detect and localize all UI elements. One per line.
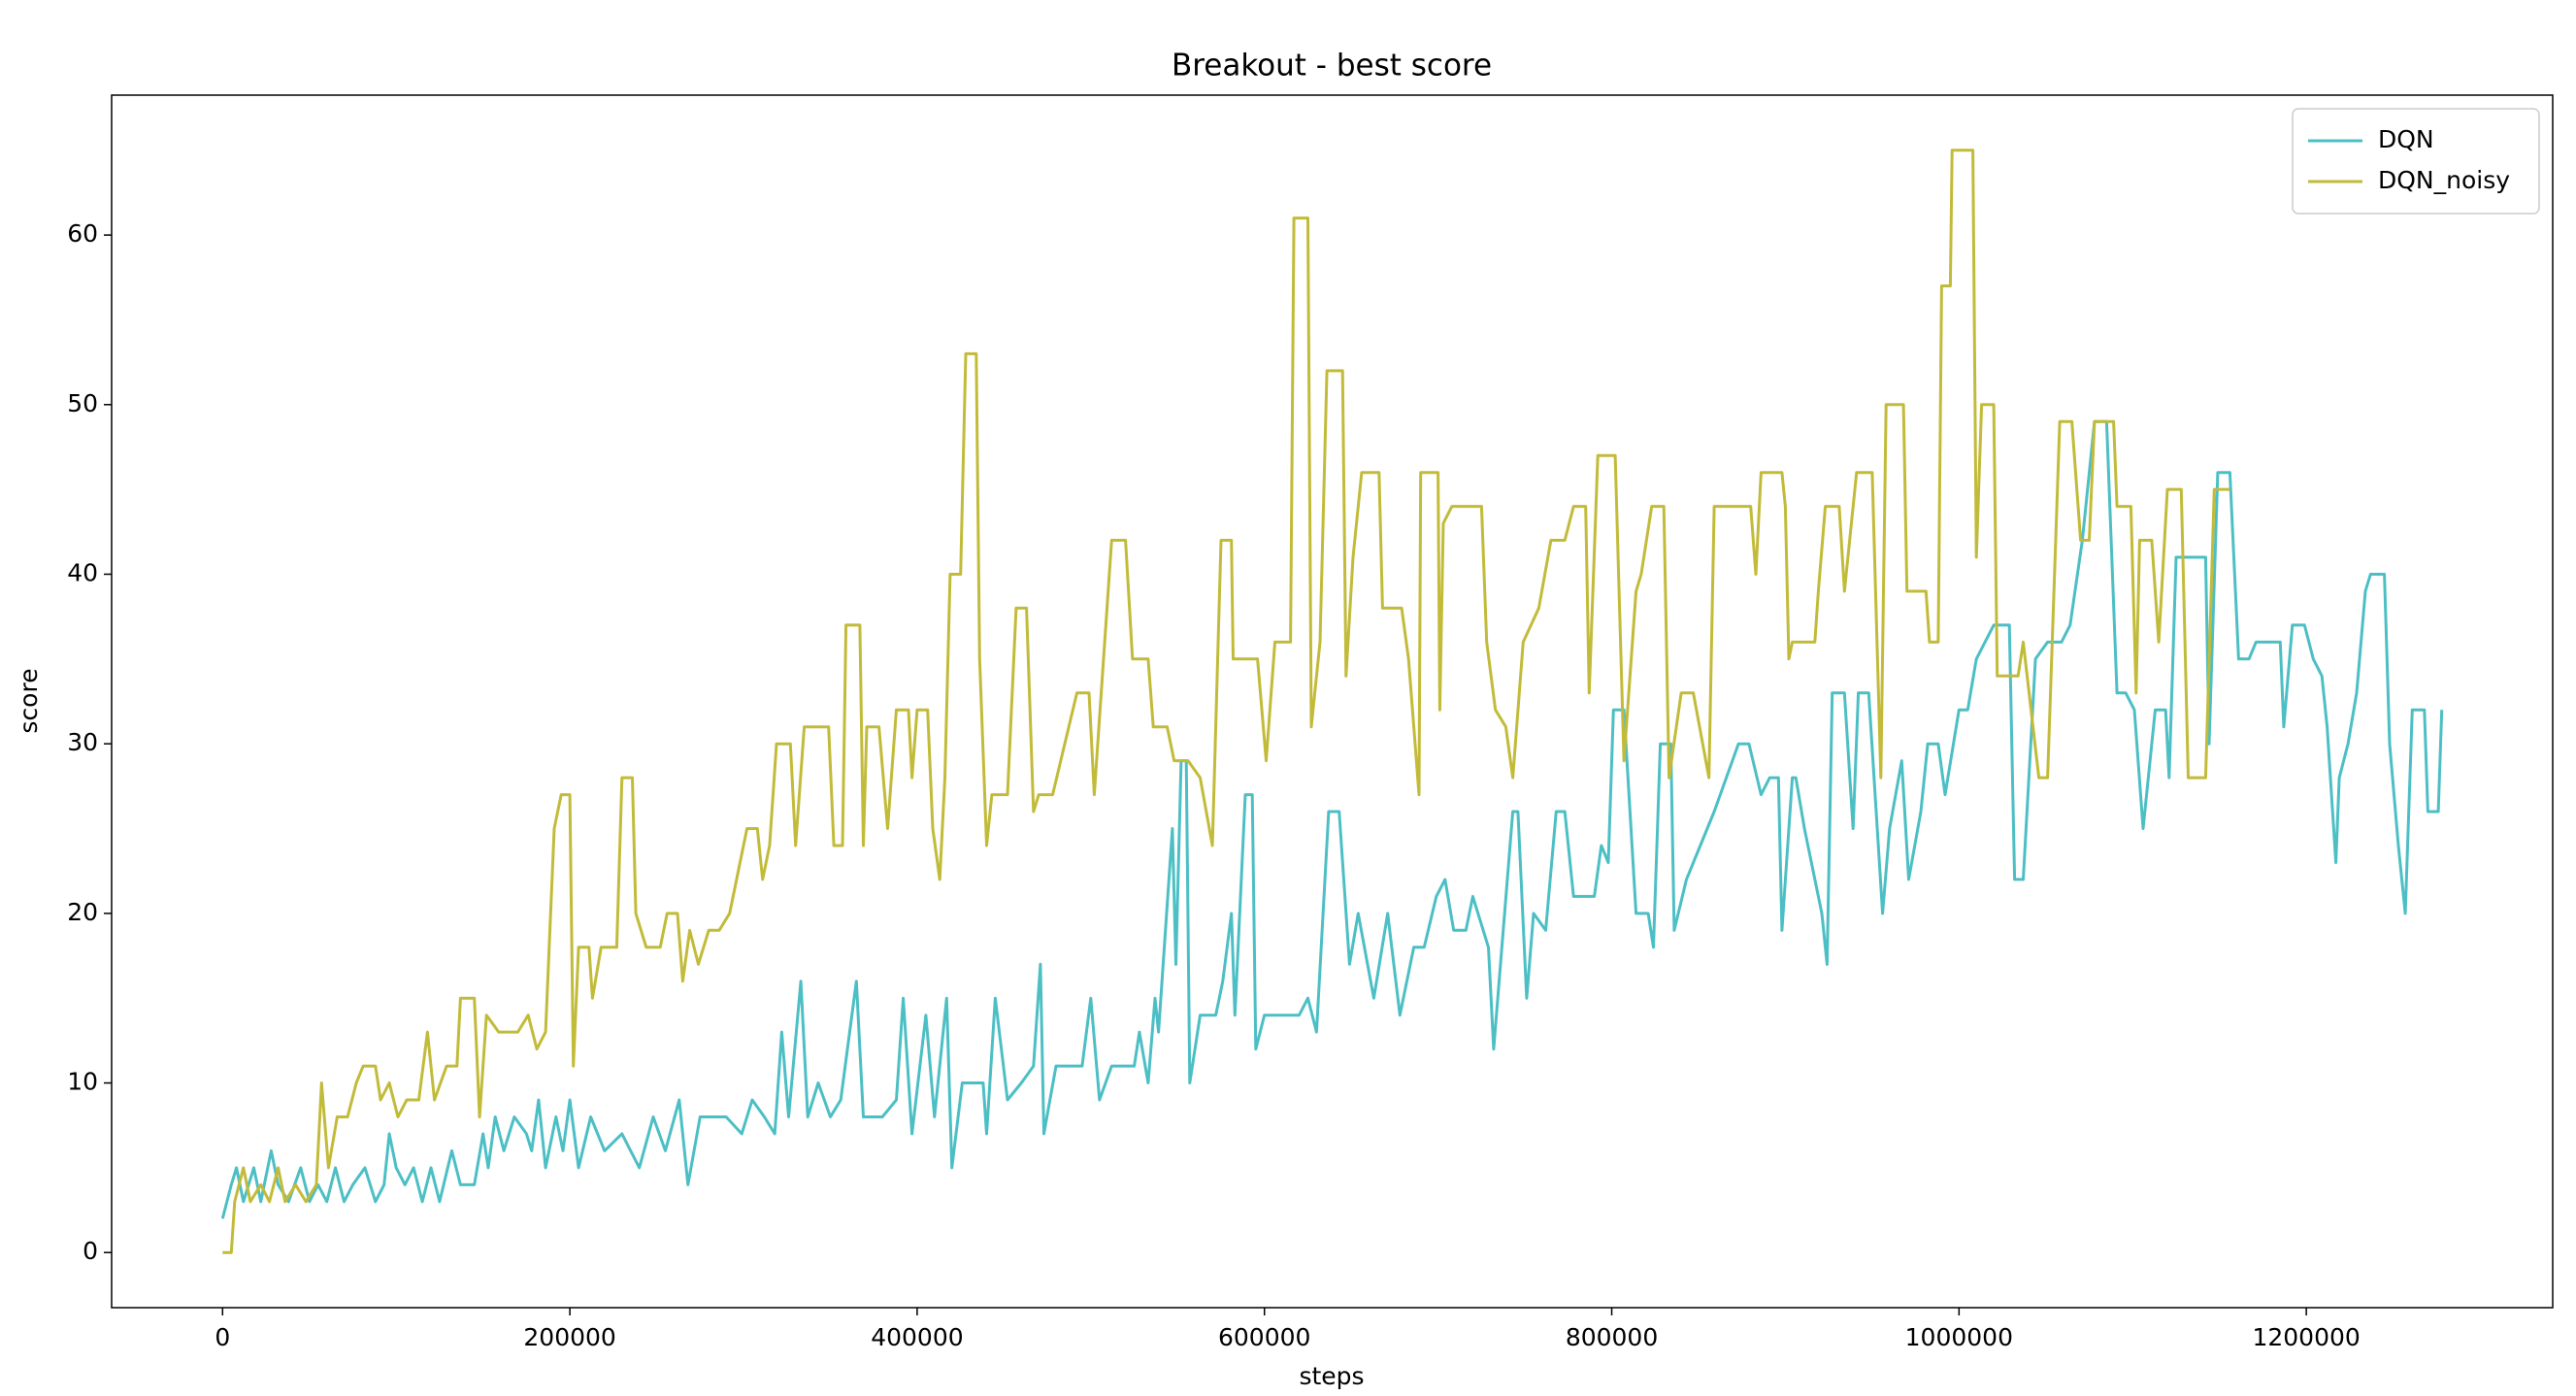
x-tick-label: 0: [215, 1323, 230, 1351]
y-tick-label: 40: [67, 558, 98, 586]
x-axis-label: steps: [1299, 1362, 1364, 1390]
x-tick-label: 200000: [523, 1323, 615, 1351]
y-tick-label: 60: [67, 219, 98, 248]
x-tick-label: 400000: [871, 1323, 963, 1351]
legend-label: DQN: [2378, 125, 2434, 153]
y-tick-label: 10: [67, 1068, 98, 1096]
y-tick-label: 50: [67, 389, 98, 417]
x-tick-label: 600000: [1218, 1323, 1310, 1351]
y-axis-label: score: [15, 668, 43, 733]
x-tick-label: 1000000: [1905, 1323, 2013, 1351]
y-tick-label: 20: [67, 898, 98, 926]
x-tick-label: 1200000: [2252, 1323, 2360, 1351]
data-line: [222, 149, 2230, 1254]
y-tick-label: 0: [83, 1237, 98, 1265]
legend-label: DQN_noisy: [2378, 166, 2510, 194]
chart-title: Breakout - best score: [1172, 49, 1492, 83]
legend-box: [2292, 108, 2540, 215]
y-tick-label: 30: [67, 728, 98, 756]
x-tick-label: 800000: [1566, 1323, 1658, 1351]
plot-frame: [111, 94, 2554, 1309]
